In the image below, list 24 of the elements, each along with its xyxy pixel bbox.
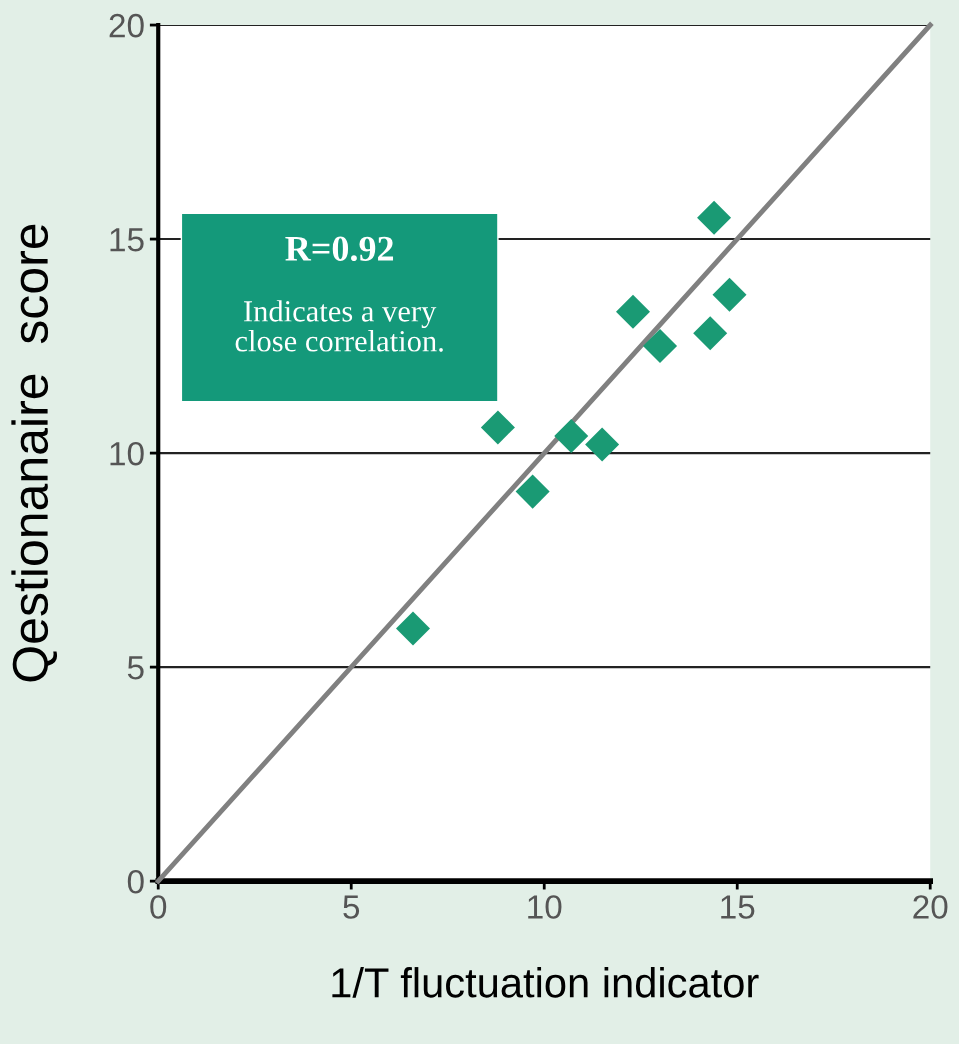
x-tick-label: 15 bbox=[721, 895, 755, 919]
y-tick-label: 5 bbox=[127, 656, 144, 680]
point bbox=[693, 316, 728, 351]
x-axis-title: 1/T fluctuation indicator bbox=[332, 967, 759, 998]
point bbox=[712, 277, 747, 312]
y-tick-label: 20 bbox=[109, 13, 144, 38]
x-tick-label: 5 bbox=[343, 895, 360, 919]
annotation: R=0.92 bbox=[285, 236, 394, 262]
point bbox=[480, 410, 515, 445]
point bbox=[395, 611, 430, 646]
point bbox=[643, 329, 678, 364]
x-tick-label: 10 bbox=[528, 895, 562, 919]
y-axis-title: Qestionanaire score bbox=[11, 224, 58, 682]
y-tick-label: 0 bbox=[127, 869, 144, 894]
y-tick-label: 10 bbox=[110, 441, 144, 466]
x-tick-label: 20 bbox=[913, 895, 948, 919]
annotation: Indicates a very close correlation. bbox=[235, 300, 443, 352]
point bbox=[616, 294, 651, 329]
x-tick-label: 0 bbox=[150, 895, 167, 919]
point bbox=[554, 418, 589, 453]
y-tick-label: 15 bbox=[110, 228, 144, 252]
point bbox=[697, 200, 732, 235]
point bbox=[585, 427, 620, 462]
point bbox=[515, 474, 550, 509]
